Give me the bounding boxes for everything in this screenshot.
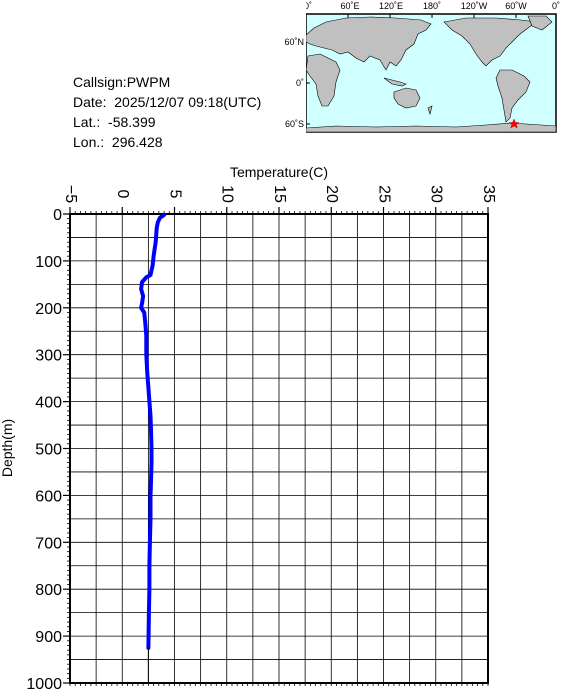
x-tick-label: 30 xyxy=(428,185,445,203)
star-icon xyxy=(508,118,520,129)
chart-grid xyxy=(69,213,489,684)
chart-minor-ticks xyxy=(63,207,489,686)
australia-land xyxy=(393,87,421,109)
x-tick-label: 0 xyxy=(114,190,131,199)
callsign-value: PWPM xyxy=(126,74,171,90)
lon-line: Lon.: 296.428 xyxy=(73,132,261,152)
map-top-label: 0˚ xyxy=(552,1,560,11)
map-top-label: 180˚ xyxy=(423,1,441,11)
eurasia-land xyxy=(306,16,432,71)
map-left-label: 0˚ xyxy=(296,78,304,88)
lon-label: Lon.: xyxy=(73,134,105,150)
plot-frame xyxy=(69,213,489,684)
date-value: 2025/12/07 09:18(UTC) xyxy=(114,94,262,110)
y-tick-label: 700 xyxy=(35,535,62,552)
y-tick-label: 900 xyxy=(35,629,62,646)
southamerica-land xyxy=(495,69,531,123)
x-tick-label: 15 xyxy=(271,185,288,203)
world-map: 0˚ 60˚E 120˚E 180˚ 120˚W 60˚W 0˚ 60˚N xyxy=(306,1,560,133)
map-top-label: 0˚ xyxy=(306,1,312,11)
x-tick-label: 35 xyxy=(480,185,497,203)
y-tick-label: 400 xyxy=(35,395,62,412)
temperature-profile-line xyxy=(139,212,167,650)
map-top-label: 120˚E xyxy=(379,1,403,11)
y-tick-label: 600 xyxy=(35,488,62,505)
map-top-label: 60˚E xyxy=(340,1,359,11)
newzealand-land xyxy=(427,105,433,116)
y-tick-label: 500 xyxy=(35,442,62,459)
map-lat-labels: 60˚N 0˚ 60˚S xyxy=(284,37,304,129)
lon-value: 296.428 xyxy=(111,134,163,150)
antarctica-land xyxy=(306,122,557,133)
x-tick-labels: −5 0 5 10 15 20 25 30 35 xyxy=(62,185,497,203)
lat-label: Lat.: xyxy=(73,114,101,130)
indonesia-land xyxy=(383,77,407,87)
x-tick-label: 20 xyxy=(323,185,340,203)
date-line: Date: 2025/12/07 09:18(UTC) xyxy=(73,92,261,112)
y-tick-label: 100 xyxy=(35,254,62,271)
callsign-line: Callsign:PWPM xyxy=(73,72,261,92)
y-tick-label: 0 xyxy=(53,207,62,224)
y-tick-labels: 0 100 200 300 400 500 600 700 800 900 1000 xyxy=(26,207,62,690)
date-label: Date: xyxy=(73,94,107,110)
x-tick-label: 10 xyxy=(219,185,236,203)
x-tick-label: 25 xyxy=(375,185,392,203)
y-tick-label: 300 xyxy=(35,348,62,365)
y-axis-label: Depth(m) xyxy=(0,419,15,477)
lat-line: Lat.: -58.399 xyxy=(73,112,261,132)
map-top-label: 60˚W xyxy=(505,1,527,11)
lat-value: -58.399 xyxy=(108,114,156,130)
station-info: Callsign:PWPM Date: 2025/12/07 09:18(UTC… xyxy=(73,72,261,152)
map-left-label: 60˚S xyxy=(285,119,304,129)
x-tick-label: 5 xyxy=(166,190,183,199)
greenland-land xyxy=(527,15,553,31)
northamerica-land xyxy=(443,17,537,67)
y-tick-label: 1000 xyxy=(26,676,62,690)
y-tick-label: 200 xyxy=(35,301,62,318)
map-top-label: 120˚W xyxy=(461,1,488,11)
x-axis-label: Temperature(C) xyxy=(230,164,328,180)
africa-land xyxy=(306,53,341,107)
map-land xyxy=(306,15,557,133)
y-tick-label: 800 xyxy=(35,582,62,599)
x-tick-label: −5 xyxy=(62,185,79,203)
callsign-label: Callsign: xyxy=(73,74,127,90)
map-left-label: 60˚N xyxy=(284,37,304,47)
